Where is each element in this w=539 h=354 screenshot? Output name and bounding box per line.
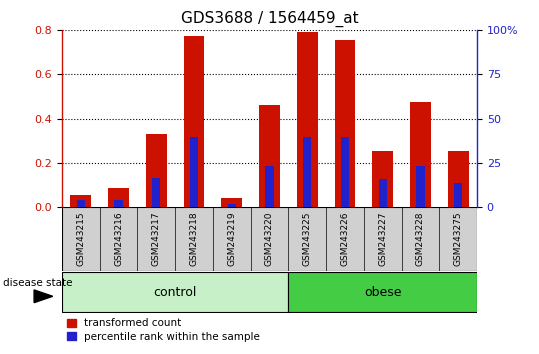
Bar <box>71 195 91 207</box>
Text: GSM243218: GSM243218 <box>190 212 198 266</box>
Legend: transformed count, percentile rank within the sample: transformed count, percentile rank withi… <box>67 319 260 342</box>
Text: GSM243219: GSM243219 <box>227 212 236 266</box>
Bar <box>227 204 236 207</box>
Text: GSM243215: GSM243215 <box>77 212 85 266</box>
Bar <box>448 151 468 207</box>
Bar <box>454 183 462 207</box>
Text: GSM243275: GSM243275 <box>454 212 462 266</box>
Text: GSM243226: GSM243226 <box>341 212 349 266</box>
Text: GSM243217: GSM243217 <box>152 212 161 266</box>
Bar <box>184 36 204 207</box>
Text: GSM243225: GSM243225 <box>303 212 312 266</box>
Bar <box>108 188 129 207</box>
Bar <box>288 272 477 313</box>
Bar <box>416 166 425 207</box>
Title: GDS3688 / 1564459_at: GDS3688 / 1564459_at <box>181 11 358 27</box>
Text: GSM243220: GSM243220 <box>265 212 274 266</box>
Text: control: control <box>154 286 197 298</box>
Bar <box>265 166 274 207</box>
Text: GSM243227: GSM243227 <box>378 212 387 266</box>
Bar <box>303 137 312 207</box>
Bar <box>341 137 349 207</box>
Bar <box>114 200 123 207</box>
Bar <box>77 200 85 207</box>
Bar <box>62 272 288 313</box>
Bar <box>152 178 161 207</box>
Bar <box>378 179 387 207</box>
Polygon shape <box>34 290 53 303</box>
Bar <box>259 105 280 207</box>
Bar <box>297 32 317 207</box>
Bar <box>335 40 355 207</box>
Bar <box>410 102 431 207</box>
Text: disease state: disease state <box>3 278 72 288</box>
Bar <box>190 137 198 207</box>
Text: GSM243216: GSM243216 <box>114 212 123 266</box>
Text: obese: obese <box>364 286 402 298</box>
Text: GSM243228: GSM243228 <box>416 212 425 266</box>
Bar <box>222 198 242 207</box>
Bar <box>372 151 393 207</box>
Bar <box>146 134 167 207</box>
